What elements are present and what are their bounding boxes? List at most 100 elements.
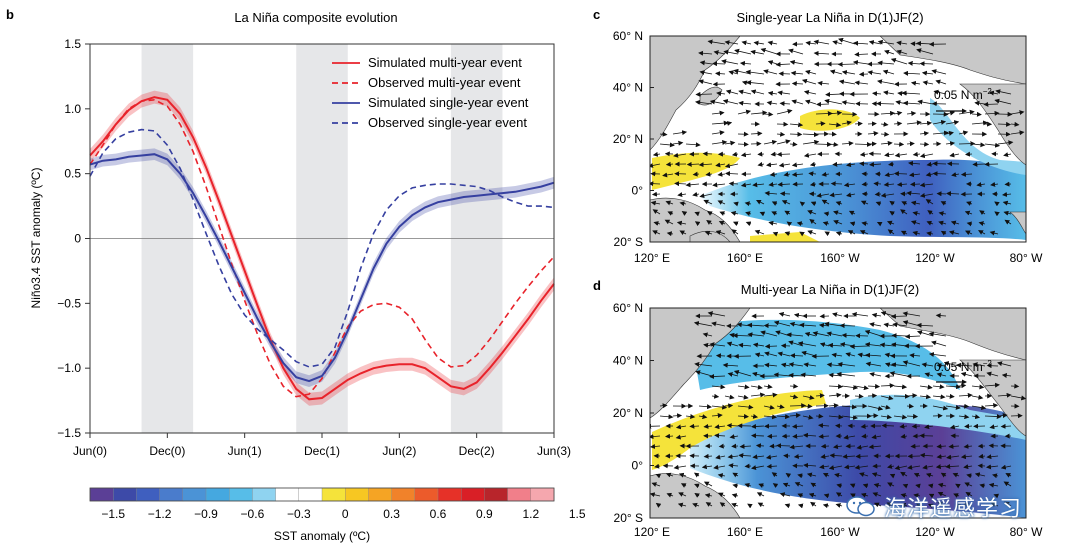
wind-vector [771, 211, 778, 216]
wind-vector [910, 220, 921, 226]
wind-vector [835, 201, 843, 206]
wind-vector [721, 59, 739, 65]
wind-vector [940, 472, 947, 478]
wind-vector [664, 219, 674, 225]
wind-vector [974, 472, 986, 478]
panel-b-letter: b [6, 7, 14, 22]
wind-vector [695, 99, 713, 105]
wind-vector [758, 483, 765, 488]
wind-vector [906, 403, 914, 409]
wind-vector [880, 414, 892, 420]
wind-vector [964, 230, 973, 236]
wind-vector [861, 221, 869, 227]
wind-vector [843, 434, 856, 440]
wind-vector [936, 372, 947, 378]
wind-vector [704, 493, 713, 499]
y-tick-label: 0 [74, 232, 81, 246]
wind-vector [958, 130, 969, 136]
wind-vector [665, 161, 674, 167]
wind-vector [1010, 395, 1026, 401]
wind-vector [989, 424, 999, 430]
wind-vector [703, 423, 713, 429]
wind-vector [707, 211, 713, 216]
coastal-blue-shading [930, 98, 1026, 175]
wind-vector [816, 192, 830, 198]
wind-vector [921, 70, 934, 76]
wind-vector [859, 161, 869, 167]
wind-vector [841, 404, 857, 410]
wind-vector [775, 61, 791, 67]
wind-vector [679, 230, 687, 236]
wind-vector [779, 191, 791, 197]
panel-c-letter: c [593, 7, 600, 22]
wind-vector [834, 472, 843, 478]
wind-vector [776, 151, 791, 157]
wind-vector [838, 37, 856, 45]
wind-vector [1010, 121, 1020, 127]
wind-vector [746, 80, 765, 86]
colorbar-cell [321, 487, 346, 502]
wind-vector [763, 404, 775, 410]
warm-pool-shading [652, 152, 740, 190]
wind-vector [763, 139, 778, 145]
wind-vector [803, 152, 817, 158]
wind-vector [766, 100, 778, 106]
wind-vector [799, 201, 806, 207]
wind-vector [919, 182, 934, 188]
wind-vector [771, 472, 778, 478]
colorbar-cell [437, 487, 462, 502]
wind-vector [709, 374, 726, 380]
wind-vector [963, 443, 973, 449]
wind-vector [650, 434, 661, 440]
wind-vector [756, 199, 765, 205]
wind-vector [984, 402, 999, 408]
wind-vector [956, 362, 973, 368]
lat-label: 20° N [613, 406, 643, 420]
lon-label: 120° E [634, 525, 670, 539]
wind-vector [725, 89, 739, 95]
y-tick-label: 1.5 [64, 37, 81, 51]
wind-vector [965, 491, 973, 497]
colorbar-tick-label: −1.5 [101, 507, 125, 521]
wind-vector [715, 71, 726, 77]
wind-vector [841, 70, 856, 75]
wind-vector [1000, 423, 1012, 429]
wind-vector [810, 201, 817, 207]
wind-vector [1000, 464, 1012, 470]
wind-vector [966, 201, 973, 206]
lat-labels-c: 60° N 40° N 20° N 0° 20° S [613, 29, 654, 249]
wind-vector [931, 69, 947, 75]
wind-vector [994, 211, 1000, 217]
wind-vector [711, 393, 720, 399]
wind-vector [744, 483, 752, 488]
x-tick-label: Dec(1) [304, 444, 340, 458]
wind-vector [751, 433, 765, 439]
wind-vector [925, 472, 934, 478]
wind-vector [893, 393, 910, 399]
wind-vector [698, 50, 713, 56]
wind-vector [754, 352, 765, 358]
wind-vector [717, 200, 726, 205]
wind-vector [960, 171, 973, 177]
series-line-3 [89, 128, 555, 368]
wind-vector [717, 171, 726, 177]
wind-vector [678, 472, 687, 478]
wind-vector [867, 70, 882, 76]
wind-vector [776, 414, 791, 420]
wind-vector [854, 464, 869, 470]
wind-vector [714, 424, 726, 430]
wind-vector [711, 120, 729, 126]
wind-vector [906, 190, 921, 196]
wind-vector [763, 69, 778, 75]
wind-vector [828, 403, 839, 409]
wind-vector [665, 433, 674, 439]
x-tick-label: Jun(2) [382, 444, 416, 458]
wind-vector [808, 171, 817, 177]
wind-vector [860, 200, 869, 206]
wind-vector [869, 162, 882, 168]
wind-vector [877, 60, 895, 66]
wind-vector [712, 182, 726, 188]
wind-vector [789, 412, 801, 418]
wind-vector [739, 443, 752, 449]
colorbar-cell [228, 487, 253, 502]
